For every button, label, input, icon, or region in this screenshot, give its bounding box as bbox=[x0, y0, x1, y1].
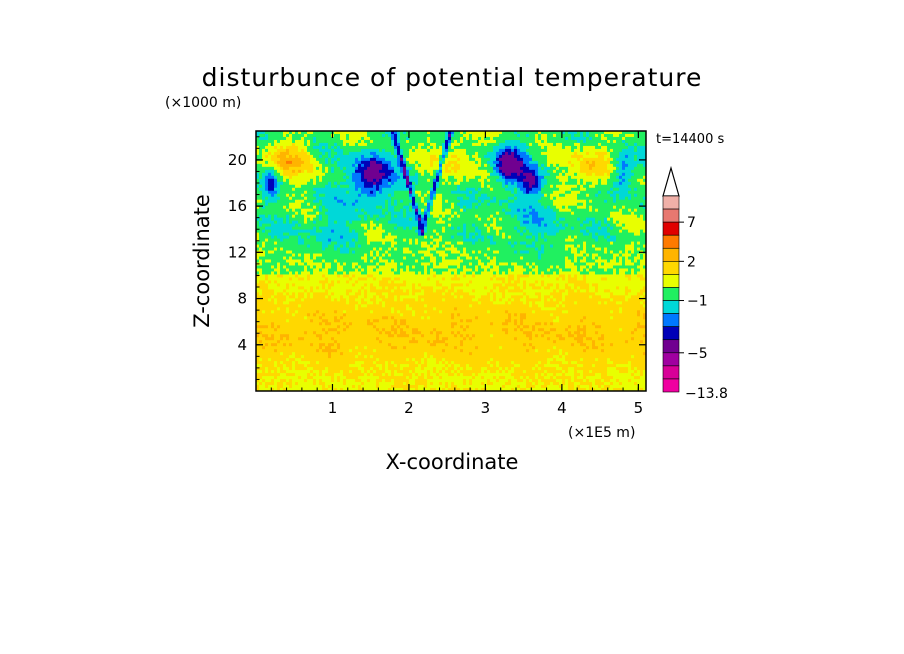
colorbar-swatch bbox=[662, 326, 680, 341]
x-axis-label: X-coordinate bbox=[386, 450, 519, 474]
y-tick-label: 16 bbox=[228, 197, 247, 215]
colorbar-swatch bbox=[662, 313, 680, 327]
colorbar-swatch bbox=[662, 274, 680, 288]
y-tick-label: 20 bbox=[228, 151, 247, 169]
colorbar-max-arrow bbox=[662, 165, 680, 197]
y-axis-label: Z-coordinate bbox=[190, 194, 214, 328]
y-tick-label: 8 bbox=[237, 290, 247, 308]
heatmap-field bbox=[256, 131, 646, 391]
chart-title: disturbunce of potential temperature bbox=[202, 63, 703, 92]
colorbar-swatch bbox=[662, 221, 680, 236]
colorbar-swatch bbox=[662, 234, 680, 249]
colorbar-min-label: −13.8 bbox=[685, 386, 728, 402]
colorbar-swatch bbox=[662, 287, 680, 301]
colorbar-tick-label: −5 bbox=[687, 346, 708, 362]
plot-frame bbox=[255, 130, 647, 392]
colorbar-swatch bbox=[662, 378, 680, 393]
y-unit-label: (×1000 m) bbox=[165, 95, 241, 111]
colorbar-tick-label: 2 bbox=[687, 254, 696, 270]
colorbar-swatch bbox=[662, 195, 680, 210]
colorbar-swatch bbox=[662, 352, 680, 367]
x-tick-label: 4 bbox=[557, 399, 567, 417]
x-tick-label: 2 bbox=[404, 399, 414, 417]
colorbar-swatch bbox=[662, 208, 680, 223]
time-annotation: t=14400 s bbox=[656, 132, 724, 147]
x-unit-label: (×1E5 m) bbox=[568, 425, 635, 441]
y-axis: 4 8 12 16 20 bbox=[228, 136, 646, 380]
colorbar-swatch bbox=[662, 247, 680, 262]
colorbar-swatch bbox=[662, 339, 680, 354]
x-tick-label: 1 bbox=[328, 399, 338, 417]
colorbar-swatch bbox=[662, 261, 680, 275]
y-tick-label: 4 bbox=[237, 336, 247, 354]
colorbar-swatch bbox=[662, 300, 680, 314]
colorbar: 7 2 −1 −5 −13.8 bbox=[662, 165, 728, 402]
colorbar-tick-label: −1 bbox=[687, 294, 708, 310]
y-tick-label: 12 bbox=[228, 243, 247, 261]
x-tick-label: 3 bbox=[481, 399, 491, 417]
x-axis: 1 2 3 4 5 bbox=[270, 131, 644, 417]
colorbar-swatch bbox=[662, 365, 680, 380]
x-tick-label: 5 bbox=[634, 399, 644, 417]
colorbar-tick-label: 7 bbox=[687, 215, 696, 231]
